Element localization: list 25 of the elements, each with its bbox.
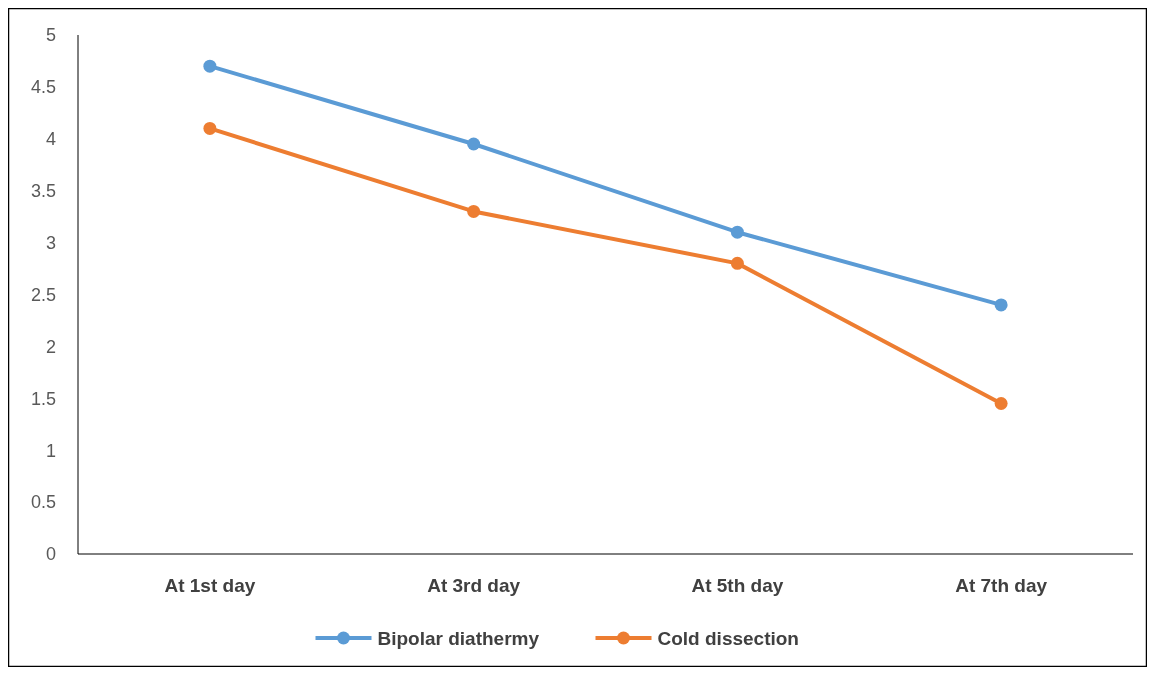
y-tick-label: 1.5 — [30, 388, 56, 409]
point — [467, 204, 481, 218]
point — [203, 59, 217, 73]
point — [203, 121, 217, 135]
point — [994, 298, 1008, 312]
y-tick-label: 4.5 — [30, 77, 56, 98]
x-tick-label: At 5th day — [691, 575, 784, 596]
legend-label: Cold dissection — [657, 627, 799, 649]
point — [730, 256, 744, 270]
point — [467, 137, 481, 151]
y-tick-label: 4 — [45, 129, 56, 150]
x-tick-label: At 3rd day — [427, 575, 521, 596]
legend-label: Bipolar diathermy — [377, 627, 540, 649]
x-tick-label: At 7th day — [955, 575, 1048, 596]
x-tick-label: At 1st day — [164, 575, 256, 596]
y-tick-label: 2 — [45, 336, 56, 357]
y-tick-label: 3 — [45, 232, 56, 253]
y-tick-label: 1 — [45, 440, 56, 461]
y-tick-label: 3.5 — [30, 181, 56, 201]
y-tick-label: 0 — [45, 544, 56, 565]
point — [994, 396, 1008, 410]
point — [730, 225, 744, 239]
y-tick-label: 2.5 — [30, 284, 56, 305]
y-tick-label: 0.5 — [30, 492, 56, 513]
y-tick-label: 5 — [45, 25, 56, 46]
